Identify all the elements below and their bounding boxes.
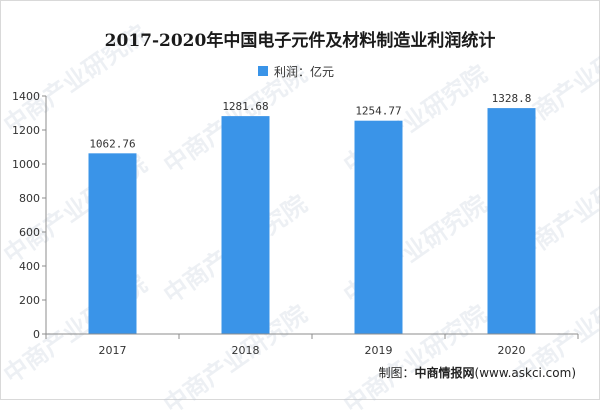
bar (354, 120, 403, 334)
legend-label: 利润：亿元 (274, 64, 335, 79)
x-tick-label: 2018 (232, 344, 260, 357)
data-label: 1281.68 (222, 100, 268, 113)
legend-swatch (258, 66, 268, 76)
bar-series: 1062.76 1281.68 1254.77 1328.8 (88, 92, 536, 334)
y-tick-label: 1200 (12, 124, 40, 137)
y-tick-label: 800 (19, 192, 40, 205)
data-label: 1254.77 (355, 105, 401, 118)
credit-source: 中商情报网 (414, 366, 475, 380)
x-tick-label: 2017 (99, 344, 127, 357)
y-tick-label: 0 (33, 328, 40, 341)
bar (221, 116, 270, 334)
chart-title: 2017-2020年中国电子元件及材料制造业利润统计 (104, 31, 496, 51)
credit-url: (www.askci.com) (474, 366, 576, 380)
y-tick-label: 1400 (12, 90, 40, 103)
bar-chart: 0 200 400 600 800 1000 1200 1400 1062.76 1281.68… (12, 90, 579, 357)
chart-legend: 利润：亿元 (258, 63, 334, 79)
credit-prefix: 制图： (378, 366, 415, 380)
x-tick-label: 2020 (498, 344, 526, 357)
y-tick-label: 600 (19, 226, 40, 239)
y-axis: 0 200 400 600 800 1000 1200 1400 (12, 90, 47, 341)
bar (88, 153, 137, 334)
x-tick-label: 2019 (365, 344, 393, 357)
x-axis: 2017 2018 2019 2020 (45, 333, 579, 357)
data-label: 1062.76 (89, 137, 135, 150)
source-credit: 制图：中商情报网(www.askci.com) (379, 364, 576, 381)
y-tick-label: 1000 (12, 158, 40, 171)
y-tick-label: 400 (19, 260, 40, 273)
bar (487, 108, 536, 334)
data-label: 1328.8 (492, 92, 532, 105)
y-tick-label: 200 (19, 294, 40, 307)
